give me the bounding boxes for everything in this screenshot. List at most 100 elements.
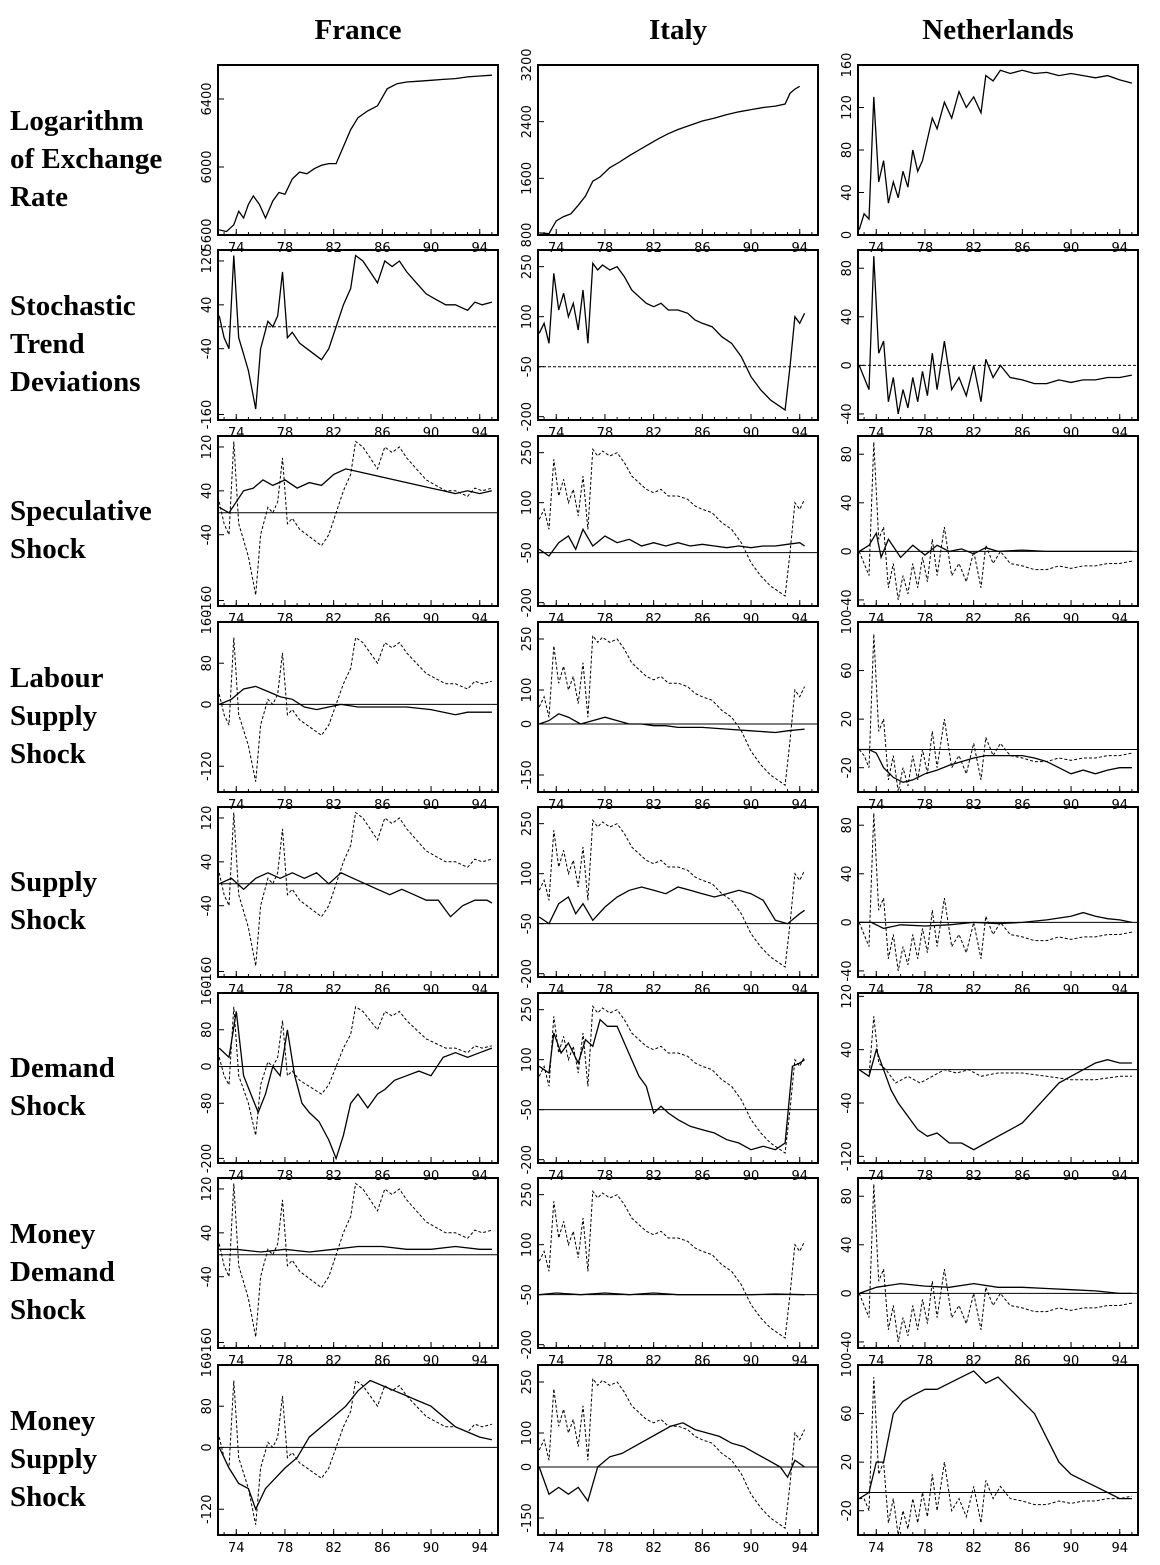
- x-tick-label: 94: [471, 798, 488, 813]
- dashed-series-line: [538, 1189, 806, 1339]
- x-tick-label: 82: [325, 426, 342, 441]
- solid-series-line: [538, 1018, 805, 1151]
- dashed-series-line: [218, 636, 493, 782]
- x-tick-label: 86: [694, 798, 711, 813]
- x-tick-label: 78: [597, 1169, 614, 1184]
- x-tick-label: 90: [1063, 798, 1080, 813]
- y-tick-label: -120: [200, 751, 215, 781]
- row-title-line: Stochastic: [10, 290, 136, 322]
- y-tick-label: -50: [520, 913, 535, 934]
- y-tick-label: -20: [840, 757, 855, 778]
- y-tick-label: 80: [840, 817, 855, 834]
- panel-frame: [217, 435, 499, 607]
- x-tick-label: 74: [868, 1169, 885, 1184]
- dashed-series-line: [538, 1377, 806, 1530]
- panel-4-0: 74 78 82 86 90 94 -160 -40 40 120: [200, 806, 499, 998]
- x-tick-label: 94: [791, 426, 808, 441]
- x-tick-label: 82: [325, 1541, 342, 1556]
- x-tick-label: 94: [471, 1541, 488, 1556]
- solid-series-line: [538, 261, 806, 412]
- panel-frame: [857, 249, 1139, 421]
- solid-series-line: [858, 1370, 1132, 1500]
- dashed-series-line: [858, 1184, 1132, 1342]
- x-tick-label: 94: [1111, 1354, 1128, 1369]
- y-tick-label: 40: [840, 495, 855, 512]
- panel-3-1: 74 78 82 86 90 94 -150 0 100 250: [520, 621, 819, 813]
- y-tick-label: -40: [200, 895, 215, 916]
- x-tick-label: 74: [228, 1541, 245, 1556]
- x-tick-label: 74: [548, 1541, 565, 1556]
- panel-frame: [537, 806, 819, 978]
- x-tick-label: 86: [1014, 612, 1031, 627]
- y-tick-label: -50: [520, 1099, 535, 1120]
- x-tick-label: 90: [1063, 612, 1080, 627]
- x-tick-label: 78: [277, 1354, 294, 1369]
- y-tick-label: 40: [840, 1041, 855, 1058]
- x-tick-label: 82: [645, 241, 662, 256]
- x-tick-label: 74: [868, 426, 885, 441]
- x-tick-label: 90: [423, 612, 440, 627]
- x-tick-label: 74: [228, 612, 245, 627]
- panel-frame: [857, 806, 1139, 978]
- panel-frame: [857, 1364, 1139, 1536]
- y-tick-label: 0: [200, 700, 215, 708]
- y-tick-label: 0: [840, 547, 855, 555]
- dashed-series-line: [858, 442, 1132, 600]
- y-tick-label: -40: [840, 589, 855, 610]
- x-tick-label: 86: [1014, 1541, 1031, 1556]
- x-tick-label: 86: [694, 1354, 711, 1369]
- y-tick-label: 3200: [520, 48, 535, 81]
- x-tick-label: 82: [645, 612, 662, 627]
- dashed-series-line: [858, 634, 1133, 792]
- x-tick-label: 74: [228, 241, 245, 256]
- y-tick-label: -160: [200, 400, 215, 430]
- row-title-line: Speculative: [10, 495, 152, 527]
- y-tick-label: 160: [200, 981, 215, 1006]
- panel-1-0: 74 78 82 86 90 94 -160 -40 40 120: [200, 249, 499, 441]
- x-tick-label: 78: [277, 241, 294, 256]
- panel-frame: [857, 1177, 1139, 1349]
- panel-2-1: 74 78 82 86 90 94 -200 -50 100 250: [520, 435, 819, 627]
- dashed-series-line: [859, 1377, 1133, 1535]
- x-tick-label: 90: [743, 241, 760, 256]
- panel-7-1: 74 78 82 86 90 94 -150 0 100 250: [520, 1364, 819, 1556]
- panel-frame: [217, 621, 499, 793]
- y-tick-label: 100: [840, 1353, 855, 1378]
- y-tick-label: 100: [520, 304, 535, 329]
- x-tick-label: 74: [228, 426, 245, 441]
- x-tick-label: 78: [597, 798, 614, 813]
- y-tick-label: 100: [520, 1047, 535, 1072]
- panel-4-2: 74 78 82 86 90 94 -40 0 40 80: [840, 806, 1139, 998]
- x-tick-label: 86: [374, 1541, 391, 1556]
- panel-3-0: 74 78 82 86 90 94 -120 0 80 160: [200, 610, 499, 813]
- y-tick-label: 40: [840, 309, 855, 326]
- x-tick-label: 82: [325, 1169, 342, 1184]
- panel-frame: [537, 64, 819, 236]
- panel-7-0: 74 78 82 86 90 94 -120 0 80 160: [200, 1353, 499, 1556]
- x-tick-label: 74: [868, 1541, 885, 1556]
- x-tick-label: 78: [917, 1354, 934, 1369]
- x-tick-label: 90: [1063, 426, 1080, 441]
- panel-frame: [857, 992, 1139, 1164]
- x-tick-label: 94: [1111, 612, 1128, 627]
- y-tick-label: -200: [200, 1144, 215, 1174]
- x-tick-label: 90: [1063, 1169, 1080, 1184]
- x-tick-label: 82: [965, 983, 982, 998]
- y-tick-label: 120: [840, 95, 855, 120]
- x-tick-label: 86: [1014, 983, 1031, 998]
- y-tick-label: 80: [840, 260, 855, 277]
- panel-1-2: 74 78 82 86 90 94 -40 0 40 80: [840, 249, 1139, 441]
- y-tick-label: 40: [840, 866, 855, 883]
- x-tick-label: 82: [965, 798, 982, 813]
- x-tick-label: 86: [694, 426, 711, 441]
- dashed-series-line: [538, 447, 806, 597]
- y-tick-label: -50: [520, 542, 535, 563]
- x-tick-label: 82: [645, 1354, 662, 1369]
- x-tick-label: 90: [743, 426, 760, 441]
- x-tick-label: 94: [1111, 983, 1128, 998]
- panel-2-0: 74 78 82 86 90 94 -160 -40 40 120: [200, 435, 499, 627]
- x-tick-label: 94: [471, 983, 488, 998]
- x-tick-label: 74: [548, 612, 565, 627]
- y-tick-label: -160: [200, 957, 215, 987]
- row-title-line: Supply: [10, 700, 98, 732]
